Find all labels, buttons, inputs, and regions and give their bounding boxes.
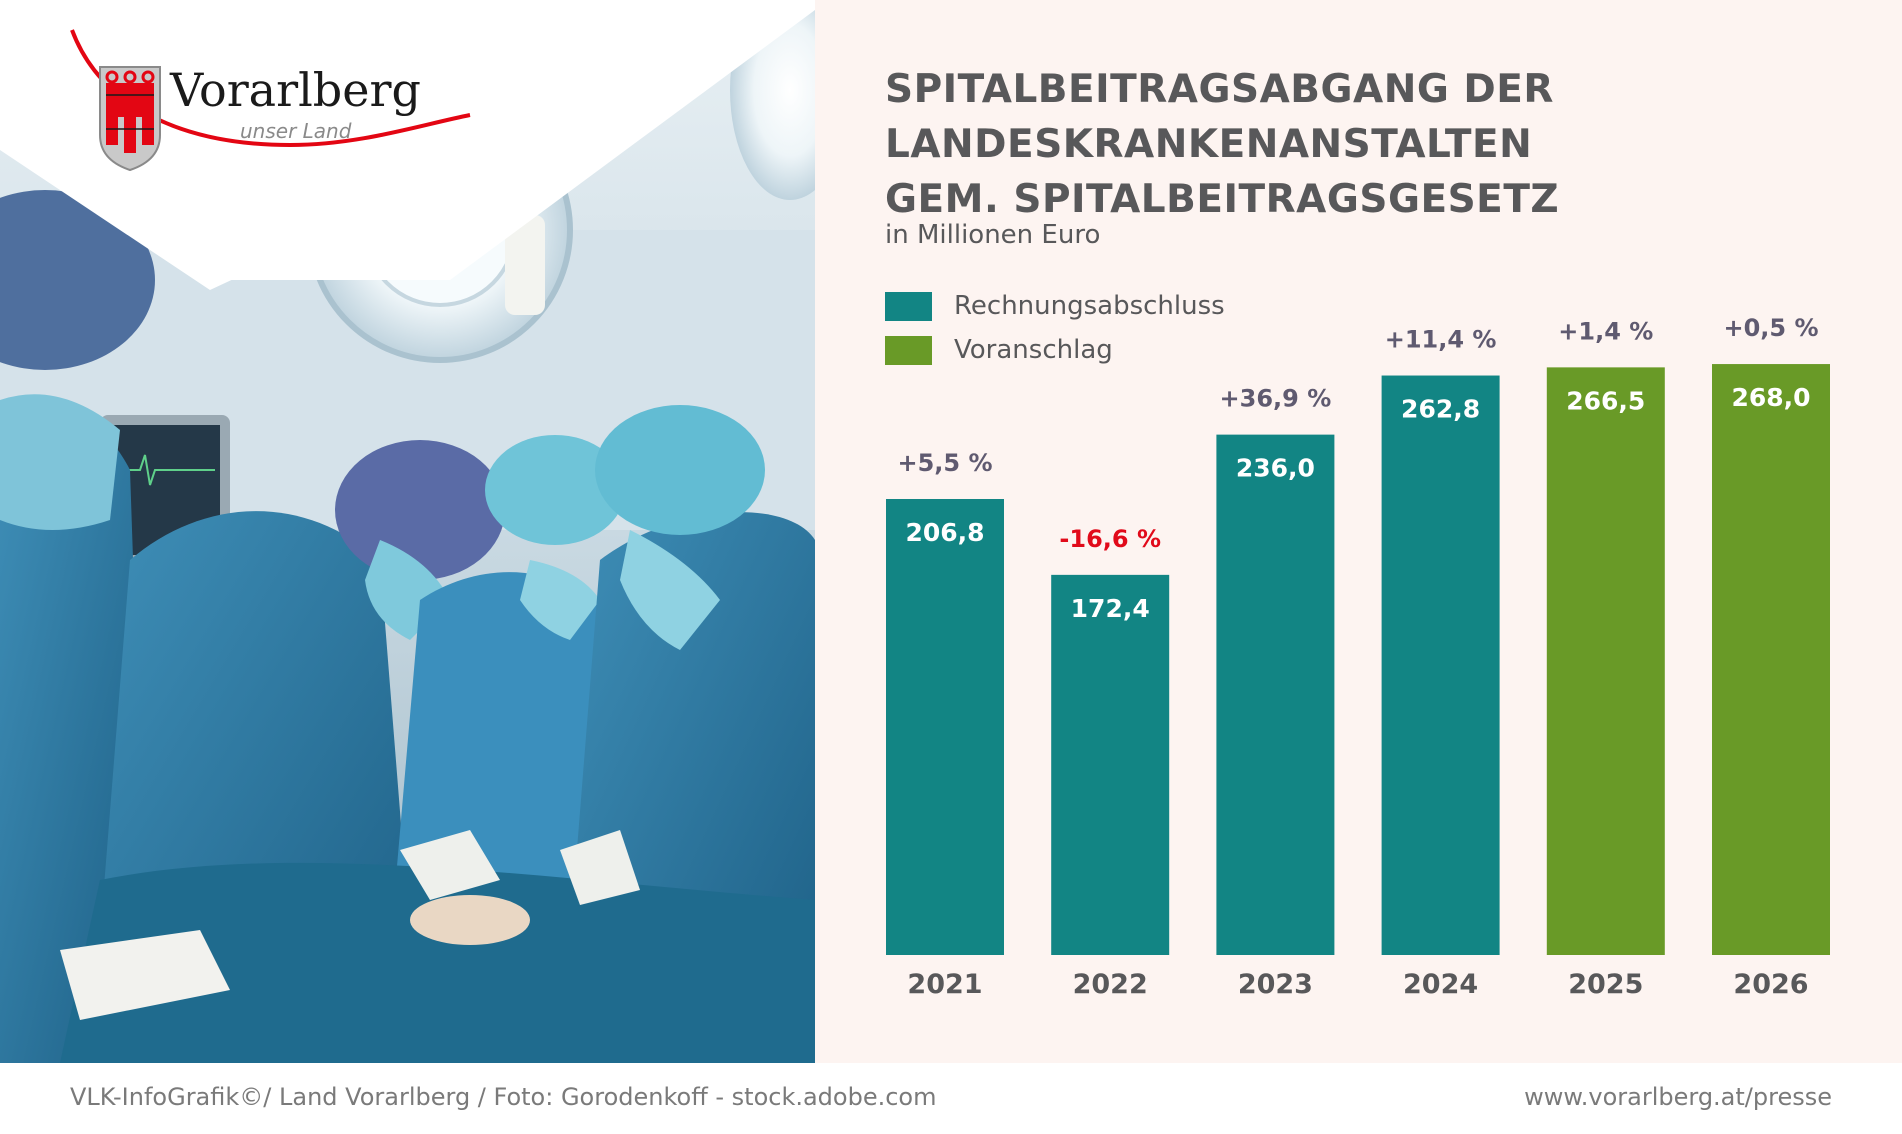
logo-tagline: unser Land — [240, 119, 352, 143]
value-label-2022: 172,4 — [1071, 594, 1150, 623]
bar-2025 — [1546, 367, 1665, 955]
value-label-2021: 206,8 — [905, 518, 984, 547]
logo-emblem — [70, 29, 471, 172]
chart-title: SPITALBEITRAGSABGANG DER LANDESKRANKENAN… — [885, 62, 1559, 227]
footer-credit: VLK-InfoGrafik©/ Land Vorarlberg / Foto:… — [70, 1083, 937, 1111]
x-tick-label-2023: 2023 — [1238, 969, 1313, 1000]
value-label-2023: 236,0 — [1236, 454, 1315, 483]
bar-2023 — [1216, 434, 1335, 955]
change-label-2023: +36,9 % — [1220, 385, 1332, 413]
chart-title-line-1: SPITALBEITRAGSABGANG DER — [885, 67, 1554, 112]
x-tick-label-2025: 2025 — [1568, 969, 1643, 1000]
legend-swatch-voranschlag — [885, 335, 932, 365]
logo-wordmark: Vorarlberg — [170, 63, 421, 117]
bar-2024 — [1381, 375, 1500, 955]
bar-chart: 206,8 +5,5 % 2021 172,4 -16,6 % 2022 236,0 +36,… — [886, 314, 1830, 1000]
x-tick-label-2026: 2026 — [1733, 969, 1808, 1000]
x-tick-label-2024: 2024 — [1403, 969, 1478, 1000]
change-label-2025: +1,4 % — [1558, 317, 1653, 345]
x-tick-label-2021: 2021 — [907, 969, 982, 1000]
change-label-2024: +11,4 % — [1385, 326, 1497, 354]
legend-label-voranschlag: Voranschlag — [954, 335, 1113, 365]
legend-label-rechnungsabschluss: Rechnungsabschluss — [954, 291, 1225, 321]
chart-title-line-3: GEM. SPITALBEITRAGSGESETZ — [885, 177, 1560, 222]
value-label-2025: 266,5 — [1566, 386, 1645, 415]
chart-title-line-2: LANDESKRANKENANSTALTEN — [885, 122, 1533, 167]
change-label-2026: +0,5 % — [1723, 314, 1818, 342]
change-label-2022: -16,6 % — [1059, 525, 1161, 553]
change-label-2021: +5,5 % — [897, 449, 992, 477]
legend-item-voranschlag: Voranschlag — [885, 328, 1225, 372]
vorarlberg-logo: Vorarlberg unser Land — [60, 25, 480, 175]
value-label-2024: 262,8 — [1401, 395, 1480, 424]
footer-url[interactable]: www.vorarlberg.at/presse — [1524, 1083, 1832, 1111]
chart-legend: Rechnungsabschluss Voranschlag — [885, 284, 1225, 372]
bar-2026 — [1712, 364, 1830, 955]
surgery-photo: Vorarlberg unser Land — [0, 0, 815, 1063]
legend-swatch-rechnungsabschluss — [885, 291, 932, 321]
bar-2022 — [1051, 574, 1170, 955]
legend-item-rechnungsabschluss: Rechnungsabschluss — [885, 284, 1225, 328]
chart-subtitle: in Millionen Euro — [885, 220, 1101, 250]
x-tick-label-2022: 2022 — [1073, 969, 1148, 1000]
bar-2021 — [886, 499, 1004, 955]
value-label-2026: 268,0 — [1731, 383, 1810, 412]
surgery-photo-illustration — [0, 0, 815, 1063]
